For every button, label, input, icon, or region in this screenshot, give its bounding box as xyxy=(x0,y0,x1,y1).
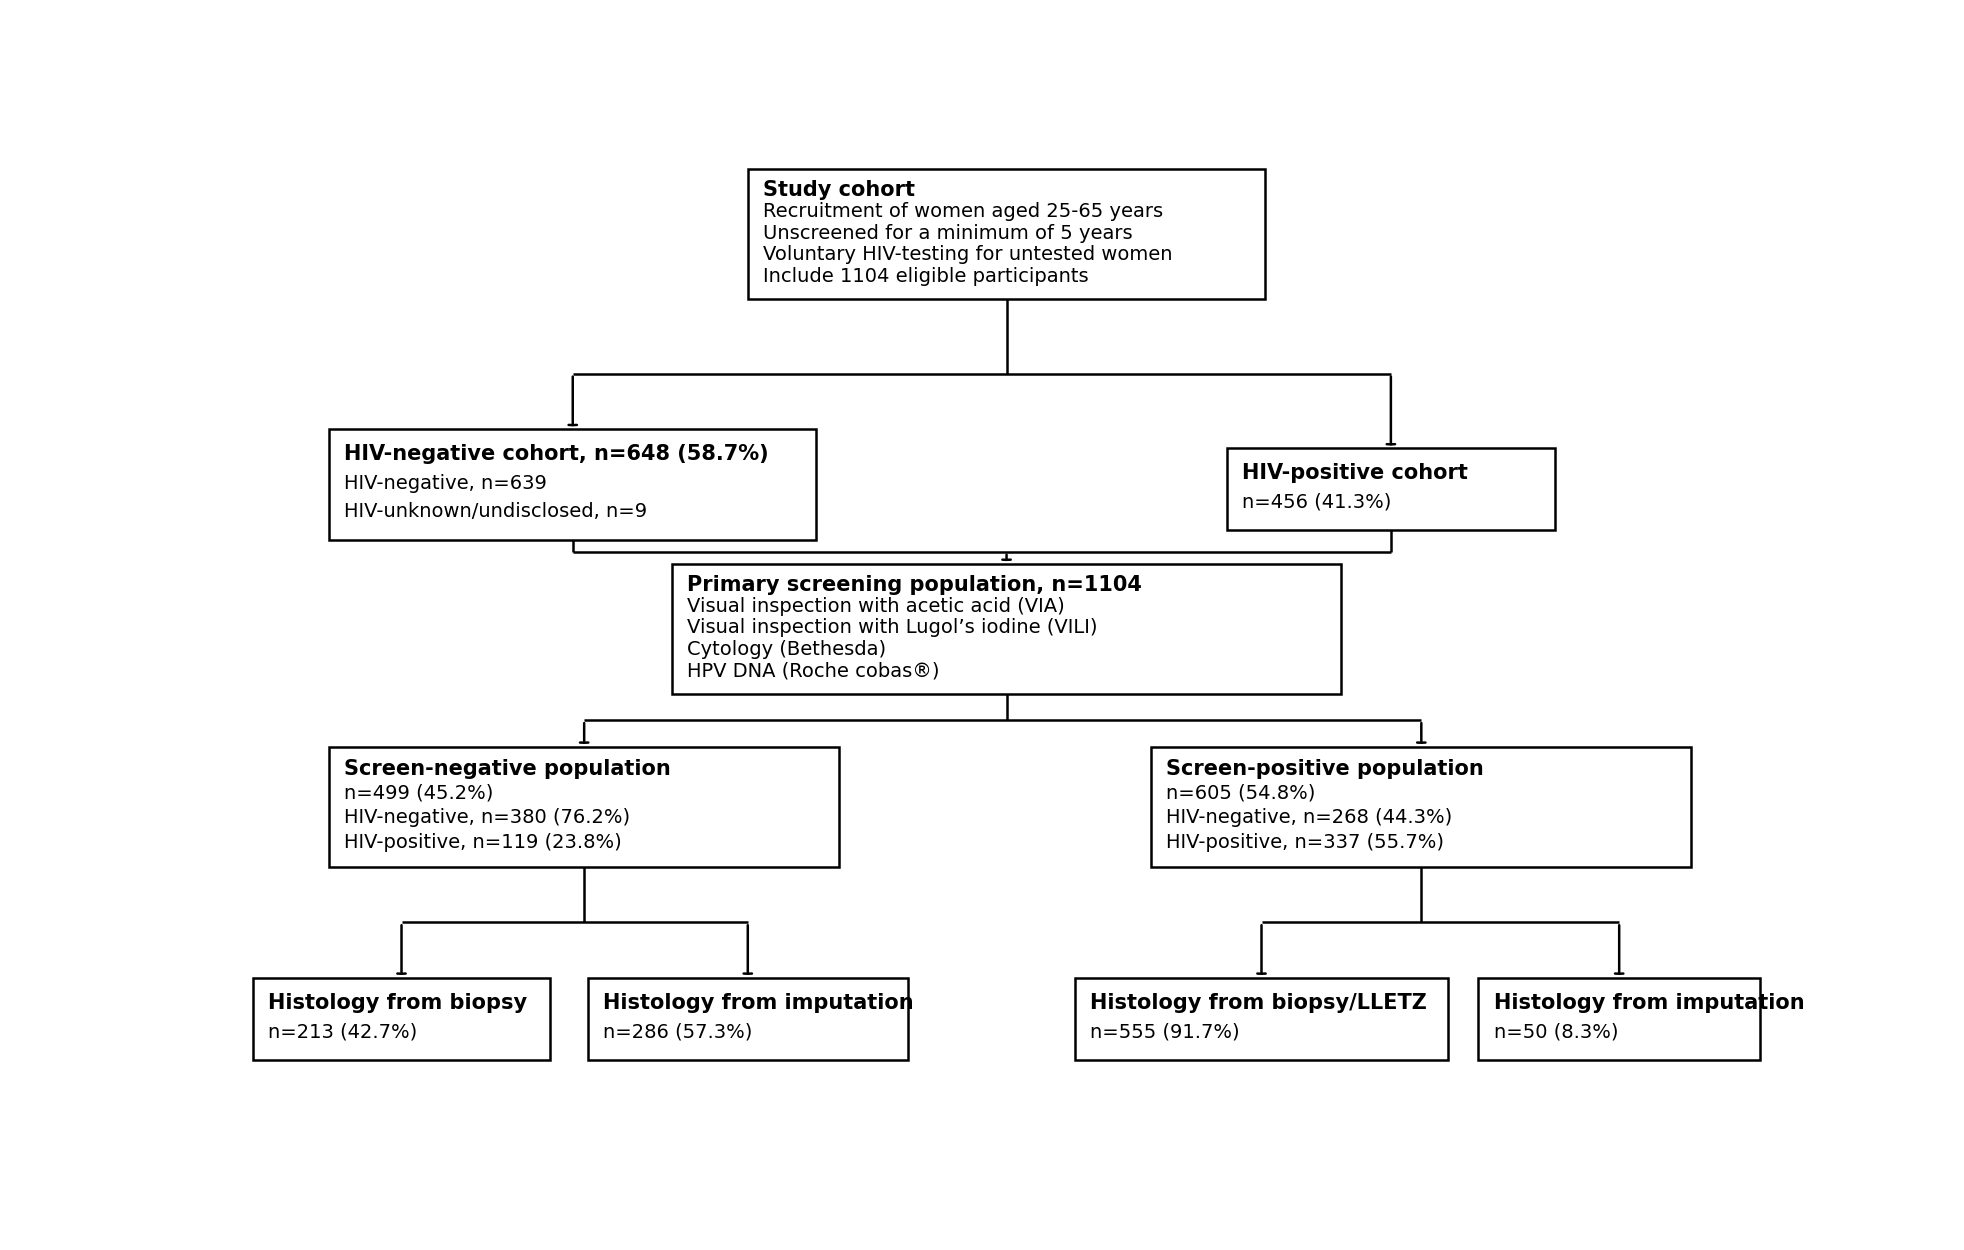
Text: Primary screening population, n=1104: Primary screening population, n=1104 xyxy=(687,575,1141,595)
FancyBboxPatch shape xyxy=(330,746,839,868)
FancyBboxPatch shape xyxy=(1228,449,1555,530)
Text: n=213 (42.7%): n=213 (42.7%) xyxy=(269,1022,418,1041)
Text: HIV-unknown/undisclosed, n=9: HIV-unknown/undisclosed, n=9 xyxy=(344,503,648,521)
Text: Histology from biopsy/LLETZ: Histology from biopsy/LLETZ xyxy=(1090,992,1428,1012)
FancyBboxPatch shape xyxy=(330,429,817,540)
Text: Histology from imputation: Histology from imputation xyxy=(1495,992,1805,1012)
FancyBboxPatch shape xyxy=(253,978,550,1060)
Text: HIV-positive, n=337 (55.7%): HIV-positive, n=337 (55.7%) xyxy=(1167,832,1444,851)
Text: n=50 (8.3%): n=50 (8.3%) xyxy=(1495,1022,1618,1041)
Text: HIV-negative, n=639: HIV-negative, n=639 xyxy=(344,474,548,492)
Text: Screen-negative population: Screen-negative population xyxy=(344,759,672,779)
FancyBboxPatch shape xyxy=(672,564,1341,694)
FancyBboxPatch shape xyxy=(1479,978,1760,1060)
Text: Unscreened for a minimum of 5 years: Unscreened for a minimum of 5 years xyxy=(762,224,1133,243)
Text: Study cohort: Study cohort xyxy=(762,180,915,200)
Text: n=605 (54.8%): n=605 (54.8%) xyxy=(1167,784,1316,802)
Text: HPV DNA (Roche cobas®): HPV DNA (Roche cobas®) xyxy=(687,661,939,680)
Text: Screen-positive population: Screen-positive population xyxy=(1167,759,1485,779)
Text: Voluntary HIV-testing for untested women: Voluntary HIV-testing for untested women xyxy=(762,245,1173,264)
FancyBboxPatch shape xyxy=(1151,746,1691,868)
Text: HIV-positive cohort: HIV-positive cohort xyxy=(1243,464,1469,484)
Text: Visual inspection with Lugol’s iodine (VILI): Visual inspection with Lugol’s iodine (V… xyxy=(687,619,1098,638)
Text: Histology from imputation: Histology from imputation xyxy=(603,992,913,1012)
Text: HIV-negative, n=380 (76.2%): HIV-negative, n=380 (76.2%) xyxy=(344,809,630,828)
Text: HIV-positive, n=119 (23.8%): HIV-positive, n=119 (23.8%) xyxy=(344,832,623,851)
Text: Visual inspection with acetic acid (VIA): Visual inspection with acetic acid (VIA) xyxy=(687,596,1064,616)
Text: Include 1104 eligible participants: Include 1104 eligible participants xyxy=(762,266,1088,286)
Text: n=456 (41.3%): n=456 (41.3%) xyxy=(1243,492,1392,511)
Text: n=286 (57.3%): n=286 (57.3%) xyxy=(603,1022,752,1041)
Text: HIV-negative, n=268 (44.3%): HIV-negative, n=268 (44.3%) xyxy=(1167,809,1453,828)
FancyBboxPatch shape xyxy=(1074,978,1447,1060)
Text: n=499 (45.2%): n=499 (45.2%) xyxy=(344,784,493,802)
FancyBboxPatch shape xyxy=(587,978,907,1060)
Text: Recruitment of women aged 25-65 years: Recruitment of women aged 25-65 years xyxy=(762,202,1163,221)
FancyBboxPatch shape xyxy=(748,169,1265,299)
Text: Cytology (Bethesda): Cytology (Bethesda) xyxy=(687,640,886,659)
Text: n=555 (91.7%): n=555 (91.7%) xyxy=(1090,1022,1239,1041)
Text: Histology from biopsy: Histology from biopsy xyxy=(269,992,528,1012)
Text: HIV-negative cohort, n=648 (58.7%): HIV-negative cohort, n=648 (58.7%) xyxy=(344,444,770,464)
